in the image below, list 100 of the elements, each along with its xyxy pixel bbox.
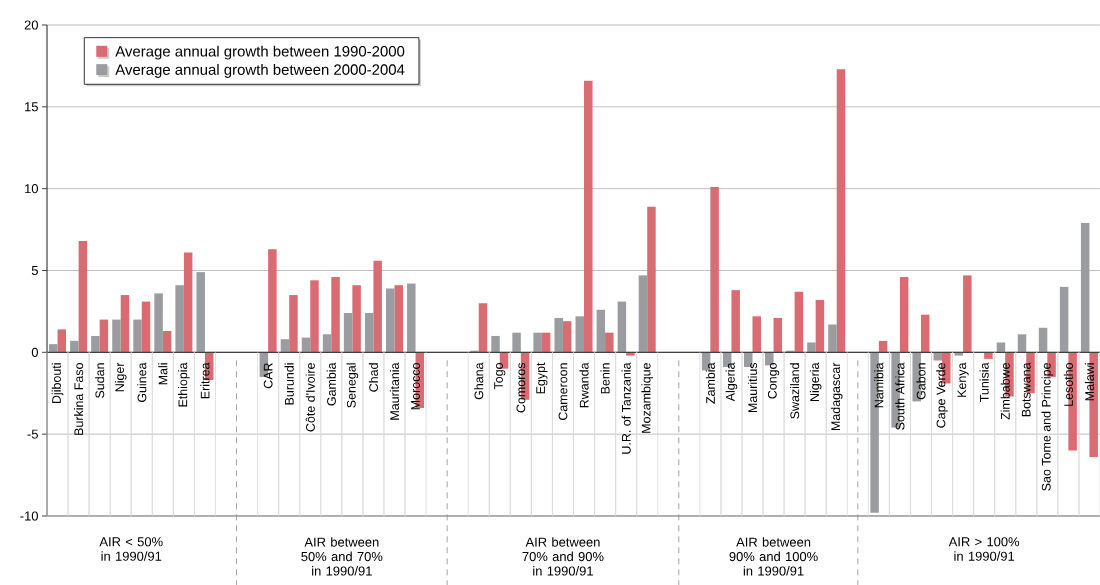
bar: [773, 317, 783, 353]
y-tick-label: -5: [27, 429, 38, 439]
bar: [1038, 327, 1048, 353]
bar: [289, 295, 298, 353]
legend-label: Average annual growth between 2000-2004: [115, 63, 405, 78]
x-tick-label: Zimbabwe: [1000, 363, 1010, 420]
y-tick-label: 10: [25, 184, 38, 194]
bar: [491, 335, 500, 353]
bar: [154, 293, 163, 353]
x-tick-label: Niger: [114, 362, 127, 392]
x-tick-label: Chad: [368, 363, 378, 392]
x-tick-label: Mozambique: [641, 363, 653, 433]
bar: [331, 277, 340, 353]
bar: [49, 344, 58, 353]
bar: [196, 272, 205, 353]
bar: [1017, 334, 1027, 353]
bar: [310, 280, 319, 353]
x-tick-label: Mauritius: [747, 362, 758, 413]
x-tick-label: CAR: [263, 363, 273, 389]
bar: [836, 69, 846, 353]
bar: [112, 319, 121, 353]
bar: [984, 352, 993, 359]
text: AIR < 50% in 1990/91: [99, 537, 163, 561]
x-tick-label: Madagascar: [830, 362, 843, 431]
bar: [133, 319, 142, 353]
x-tick-label: Namibia: [874, 362, 884, 408]
x-tick-label: Lesotho: [1063, 363, 1073, 406]
x-tick-label: Mali: [158, 363, 168, 385]
x-tick-label: Tunisia: [979, 362, 989, 402]
text: AIR between 50% and 70% in 1990/91: [301, 537, 383, 576]
x-tick-label: Zambia: [705, 362, 715, 404]
bar: [394, 285, 403, 353]
bar: [562, 321, 572, 353]
bar: [878, 340, 888, 353]
bar: [385, 288, 395, 353]
text: AIR between 70% and 90% in 1990/91: [522, 537, 604, 576]
bar: [364, 313, 374, 353]
x-tick-label: Burkina Faso: [74, 363, 84, 435]
bar: [647, 206, 656, 353]
bar: [512, 332, 521, 353]
bar: [815, 299, 825, 353]
bar: [343, 313, 353, 353]
bar: [605, 332, 614, 353]
bar: [828, 324, 837, 353]
bar: [584, 80, 593, 353]
x-tick-label: Ethiopia: [178, 362, 190, 407]
bar: [752, 316, 761, 353]
x-tick-label: U.R. of Tanzania: [621, 362, 631, 454]
bar: [70, 340, 79, 353]
x-tick-label: Ghana: [474, 362, 484, 400]
bar: [963, 275, 972, 353]
bar: [478, 303, 488, 353]
bar: [731, 290, 740, 353]
x-tick-label: Cameroon: [558, 363, 568, 421]
x-tick-label: Congo: [767, 363, 780, 399]
x-tick-label: Burundi: [284, 363, 294, 405]
bar: [575, 316, 585, 353]
y-tick-label: 0: [31, 347, 38, 357]
x-tick-label: Côte d'Ivoire: [305, 363, 315, 432]
x-tick-label: Kenya: [957, 362, 969, 397]
bar: [710, 187, 719, 353]
x-tick-label: Cape Verde: [936, 363, 948, 428]
bar: [99, 319, 109, 353]
bar: [175, 285, 184, 353]
bar: [533, 332, 542, 353]
bar: [541, 332, 551, 353]
x-tick-label: Swaziland: [790, 363, 800, 419]
bar: [373, 260, 382, 353]
text: AIR between 90% and 100% in 1990/91: [729, 537, 818, 576]
bar: [794, 291, 804, 353]
bar: [322, 334, 332, 353]
bar: [141, 301, 151, 353]
x-tick-label: Togo: [494, 363, 506, 390]
bar: [78, 241, 88, 353]
y-tick-label: 5: [31, 265, 38, 275]
bar: [301, 337, 311, 353]
x-tick-label: Sao Tome and Principe: [1041, 363, 1054, 491]
bar: [899, 277, 909, 353]
y-tick-label: -10: [20, 511, 38, 521]
x-tick-label: Rwanda: [579, 362, 589, 408]
bar: [407, 283, 416, 353]
bar: [617, 301, 627, 353]
bar: [933, 352, 943, 361]
x-tick-label: Senegal: [346, 363, 359, 408]
bar: [920, 314, 930, 353]
text: AIR > 100% in 1990/91: [948, 537, 1020, 561]
bar: [352, 285, 361, 353]
bar: [57, 329, 67, 353]
x-tick-label: Gabon: [916, 363, 926, 400]
bar: [1059, 286, 1069, 353]
x-tick-label: Gambia: [326, 362, 336, 406]
x-tick-label: South Africa: [895, 362, 905, 430]
bar: [554, 317, 563, 353]
x-tick-label: Sudan: [95, 363, 105, 398]
x-tick-label: Morocco: [411, 363, 420, 410]
x-tick-label: Algeria: [725, 362, 738, 402]
x-tick-label: Eritrea: [200, 362, 210, 399]
bar: [626, 352, 635, 356]
bar: [280, 339, 290, 353]
bar: [1080, 223, 1090, 353]
